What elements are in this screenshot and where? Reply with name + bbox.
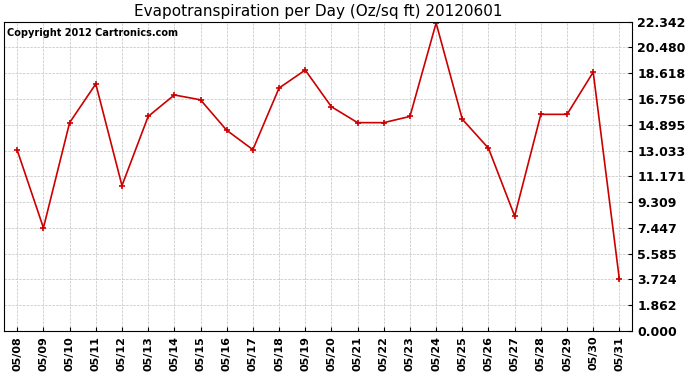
Title: Evapotranspiration per Day (Oz/sq ft) 20120601: Evapotranspiration per Day (Oz/sq ft) 20… xyxy=(134,4,502,19)
Text: Copyright 2012 Cartronics.com: Copyright 2012 Cartronics.com xyxy=(8,28,178,38)
